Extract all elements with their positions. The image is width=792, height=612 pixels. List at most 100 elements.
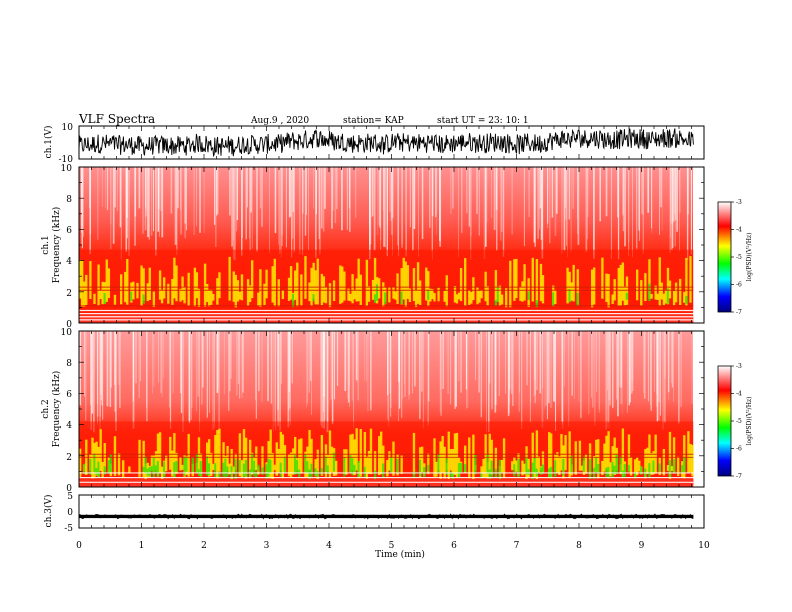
spectrogram-energy bbox=[173, 433, 176, 478]
spectrogram-energy bbox=[564, 435, 567, 471]
spectrogram-energy bbox=[187, 272, 190, 306]
spectrogram-streak bbox=[401, 331, 403, 418]
spectrogram-energy bbox=[650, 294, 653, 299]
spectrogram-streak bbox=[398, 331, 399, 422]
spectrogram-streak bbox=[245, 167, 248, 240]
spectrogram-energy bbox=[607, 274, 610, 308]
spectrogram-streak bbox=[135, 331, 137, 384]
spectrogram-energy-high bbox=[148, 467, 151, 477]
spectrogram-streak bbox=[298, 167, 301, 254]
spectrogram-energy bbox=[672, 437, 676, 473]
spectrogram-streak bbox=[289, 331, 291, 426]
x-tick-label: 6 bbox=[451, 541, 457, 551]
spectrogram-energy-high bbox=[349, 455, 352, 473]
x-tick-label: 5 bbox=[389, 541, 395, 551]
spectrogram-energy bbox=[208, 439, 211, 477]
spectrogram-energy-high bbox=[498, 459, 502, 480]
spectrogram-energy-high bbox=[314, 468, 317, 476]
spectrogram-energy bbox=[175, 265, 178, 302]
spectrogram-streak bbox=[334, 331, 336, 400]
spectrogram-energy-high bbox=[685, 296, 688, 304]
spectrogram-energy-high bbox=[163, 461, 166, 478]
spectrogram-streak bbox=[229, 331, 231, 392]
spectrogram-streak bbox=[568, 331, 570, 427]
spectrogram-energy bbox=[212, 294, 215, 301]
spectrogram-streak bbox=[249, 167, 250, 239]
spectrogram-energy bbox=[117, 453, 121, 476]
spectrogram-energy-high bbox=[257, 464, 260, 472]
spectrogram-energy bbox=[691, 444, 694, 477]
spectrogram-energy bbox=[472, 434, 475, 480]
spectrogram-streak bbox=[371, 167, 373, 217]
spectrogram-streak bbox=[351, 331, 353, 401]
spectrogram-lowband bbox=[79, 315, 694, 323]
spectrogram-energy bbox=[601, 257, 604, 299]
spectrogram-energy bbox=[357, 258, 360, 302]
spectrogram-energy-high bbox=[419, 459, 422, 477]
spectrogram-streak bbox=[290, 167, 292, 217]
spectrogram-streak bbox=[259, 167, 261, 209]
spectrogram-streak bbox=[674, 167, 676, 214]
spectrogram-energy-high bbox=[652, 460, 655, 473]
spectrogram-energy bbox=[308, 429, 311, 472]
spectrogram-energy-high bbox=[658, 463, 661, 472]
spectrogram-streak bbox=[574, 331, 575, 399]
spectrogram-streak bbox=[373, 167, 376, 251]
spectrogram-streak bbox=[110, 167, 112, 249]
spectrogram-streak bbox=[176, 167, 179, 209]
spectrogram-energy bbox=[611, 446, 614, 470]
ch2-ytick: 2 bbox=[66, 453, 72, 463]
spectrogram-energy bbox=[287, 454, 291, 477]
spectrogram-energy-high bbox=[326, 465, 330, 475]
spectrogram-energy bbox=[521, 460, 524, 476]
spectrogram-streak bbox=[153, 167, 154, 232]
spectrogram-streak bbox=[357, 331, 359, 401]
spectrogram-energy bbox=[197, 437, 201, 473]
spectrogram-energy bbox=[560, 434, 563, 471]
spectrogram-streak bbox=[242, 331, 244, 393]
spectrogram-streak bbox=[413, 167, 416, 229]
spectrogram-energy bbox=[406, 265, 410, 299]
x-tick-label: 3 bbox=[264, 541, 270, 551]
ch3-waveform-trace bbox=[78, 513, 694, 520]
spectrogram-streak bbox=[605, 331, 607, 430]
spectrogram-streak bbox=[483, 167, 486, 260]
spectrogram-streak bbox=[270, 331, 273, 404]
spectrogram-energy bbox=[373, 451, 377, 474]
spectrogram-streak bbox=[405, 167, 407, 257]
spectrogram-streak bbox=[79, 331, 82, 406]
spectrogram-streak bbox=[656, 331, 658, 422]
spectrogram-energy bbox=[228, 463, 231, 475]
spectrogram-streak bbox=[554, 167, 557, 237]
ch1-colorbar-label: log(PSD)(V²/Hz) bbox=[746, 233, 753, 282]
spectrogram-streak bbox=[212, 331, 214, 430]
spectrogram-energy bbox=[486, 286, 489, 306]
spectrogram-energy bbox=[95, 441, 98, 476]
spectrogram-energy bbox=[455, 294, 459, 304]
ch2-ytick: 10 bbox=[61, 328, 73, 338]
spectrogram-energy bbox=[664, 289, 668, 304]
spectrogram-streak bbox=[105, 167, 106, 209]
spectrogram-streak bbox=[214, 167, 216, 225]
ch2-spectrogram-ylabel-freq: Frequency (kHz) bbox=[51, 371, 62, 448]
spectrogram-energy bbox=[249, 285, 252, 302]
spectrogram-streak bbox=[379, 167, 381, 228]
spectrogram-energy bbox=[447, 431, 450, 479]
spectrogram-streak bbox=[349, 167, 351, 208]
spectrogram-streak bbox=[460, 331, 462, 393]
ch2-colorbar-gradient bbox=[717, 365, 732, 477]
spectrogram-energy bbox=[365, 456, 369, 479]
spectrogram-energy-high bbox=[634, 472, 637, 479]
spectrogram-energy bbox=[605, 273, 608, 302]
spectrogram-streak bbox=[191, 331, 193, 408]
spectrogram-streak bbox=[421, 167, 424, 240]
spectrogram-streak bbox=[81, 167, 83, 233]
spectrogram-energy-high bbox=[154, 465, 158, 473]
spectrogram-energy bbox=[345, 449, 348, 475]
spectrogram-streak bbox=[138, 331, 141, 398]
spectrogram-streak bbox=[291, 167, 293, 258]
spectrogram-streak bbox=[466, 167, 468, 214]
spectrogram-streak bbox=[408, 331, 410, 395]
colorbar-tick-label: -5 bbox=[736, 254, 742, 261]
spectrogram-streak bbox=[429, 167, 431, 228]
